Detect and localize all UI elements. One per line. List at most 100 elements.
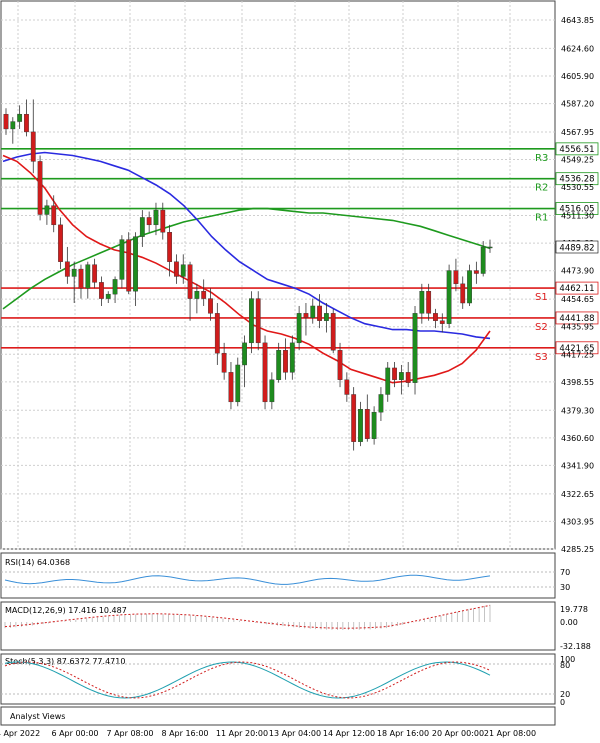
level-price-r3: 4556.51 (559, 145, 594, 155)
stoch-k-line (4, 661, 491, 699)
candle (439, 313, 445, 333)
candle (453, 258, 459, 292)
candle (289, 335, 295, 380)
stoch-tick-0: 0 (560, 698, 565, 707)
stoch-tick-20: 20 (560, 690, 570, 699)
candle (473, 261, 479, 284)
candle (119, 235, 125, 289)
level-price-box (555, 311, 599, 325)
level-price-box (555, 281, 599, 295)
time-tick-label: 18 Apr 16:00 (377, 729, 429, 738)
candle (64, 246, 70, 284)
candle (99, 276, 104, 306)
candlesticks (3, 99, 493, 451)
candle (85, 261, 91, 299)
macd-tick-zero: 0.00 (560, 618, 578, 627)
candle (378, 387, 384, 422)
candle (44, 199, 50, 225)
price-tick-label: 4398.55 (561, 378, 594, 387)
price-tick-label: 4322.65 (561, 490, 594, 499)
level-price-box (555, 172, 599, 186)
candle (146, 211, 152, 233)
candle (371, 406, 377, 445)
macd-label: MACD(12,26,9) 17.416 10.487 (5, 606, 127, 615)
candle (51, 195, 57, 233)
level-price-box (555, 202, 599, 215)
time-tick-label: 21 Apr 08:00 (484, 729, 536, 738)
candle (262, 335, 268, 410)
time-tick-label: 11 Apr 20:00 (216, 729, 268, 738)
level-name-r3: R3 (535, 153, 548, 164)
macd-panel-frame (0, 601, 556, 651)
candle (201, 279, 207, 306)
price-tick-label: 4341.90 (561, 461, 594, 470)
candle (174, 254, 179, 284)
candle (112, 276, 118, 304)
analyst-views-frame (0, 706, 556, 726)
rsi-tick-30: 30 (560, 583, 570, 592)
candle (58, 217, 63, 270)
candle (385, 362, 391, 402)
current-price-label: 4489.82 (559, 244, 594, 254)
candle (426, 283, 432, 321)
candle (24, 99, 29, 137)
candle (323, 303, 329, 333)
candle (296, 305, 302, 351)
rsi-tick-70: 70 (560, 568, 570, 577)
level-name-s1: S1 (535, 292, 548, 303)
candle (249, 291, 254, 354)
time-tick-label: 6 Apr 00:00 (51, 729, 98, 738)
candle (214, 303, 220, 365)
price-tick-label: 4511.30 (561, 212, 594, 221)
level-name-r1: R1 (535, 213, 548, 224)
candle (180, 254, 186, 284)
stoch-panel-frame (0, 653, 556, 705)
candle (242, 335, 247, 388)
candle (358, 401, 363, 447)
candle (167, 224, 173, 277)
candle (187, 261, 193, 321)
stoch-d-line (4, 661, 491, 699)
candle (487, 239, 493, 253)
macd-histogram (4, 604, 491, 630)
time-tick-label: 8 Apr 16:00 (161, 729, 208, 738)
candle (17, 105, 23, 129)
time-tick-label: 13 Apr 04:00 (269, 729, 321, 738)
candle (194, 283, 200, 314)
ma-blue-line (2, 151, 491, 340)
candle (235, 357, 241, 407)
price-tick-label: 4530.55 (561, 183, 594, 192)
price-tick-label: 4303.95 (561, 517, 594, 526)
level-price-box (555, 142, 599, 156)
price-tick-label: 4587.20 (561, 100, 594, 109)
ma-green-line (2, 207, 491, 310)
macd-tick-max: 19.778 (560, 605, 588, 614)
candle (405, 362, 411, 388)
candle (10, 117, 16, 144)
candle (412, 305, 418, 395)
level-price-box (555, 341, 599, 355)
price-tick-label: 4360.60 (561, 434, 594, 443)
time-tick-label: 4 Apr 2022 (0, 729, 40, 738)
candle (153, 202, 159, 236)
candle (160, 202, 166, 240)
candle (467, 264, 472, 306)
macd-signal-line (4, 604, 491, 629)
level-price-r2: 4536.28 (559, 175, 594, 185)
candle (283, 338, 288, 380)
price-tick-label: 4549.25 (561, 156, 594, 165)
level-price-r1: 4516.05 (559, 205, 594, 215)
candle (269, 372, 275, 410)
candle (419, 283, 425, 324)
candle (3, 108, 9, 135)
candle (78, 264, 84, 299)
candle (392, 362, 397, 388)
price-tick-label: 4643.85 (561, 16, 594, 25)
price-tick-label: 4417.25 (561, 350, 594, 359)
stoch-label: Stoch(5,3,3) 87.6372 77.4710 (5, 657, 125, 666)
time-axis-labels: 4 Apr 2022 6 Apr 00:00 7 Apr 08:00 8 Apr 16… (0, 729, 536, 738)
candle (92, 258, 98, 289)
price-tick-label: 4379.30 (561, 406, 594, 415)
candle (126, 232, 132, 295)
